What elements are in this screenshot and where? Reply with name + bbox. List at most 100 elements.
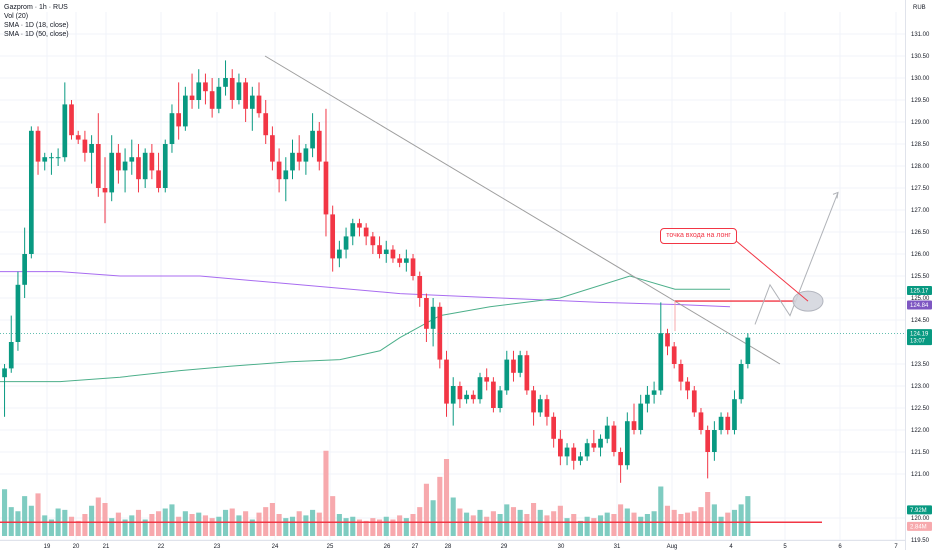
candle-body-110 xyxy=(738,364,744,400)
volume-bar-11 xyxy=(75,520,81,536)
candle-body-50 xyxy=(337,249,342,259)
entry-point-note[interactable]: точка входа на лонг xyxy=(660,228,737,244)
candle-body-35 xyxy=(236,82,242,100)
candle-body-103 xyxy=(691,390,697,413)
volume-bar-75 xyxy=(504,504,510,536)
candle-body-5 xyxy=(35,130,41,162)
candle-body-49 xyxy=(330,214,336,259)
candle-body-0 xyxy=(2,368,7,378)
candle-body-26 xyxy=(176,113,182,127)
candle-body-24 xyxy=(162,144,168,188)
candle-body-99 xyxy=(665,333,670,347)
candle-body-30 xyxy=(203,82,208,92)
volume-bar-17 xyxy=(115,512,121,536)
candle-body-41 xyxy=(276,161,282,180)
volume-bar-28 xyxy=(189,514,195,536)
candle-body-17 xyxy=(116,152,121,171)
volume-bar-73 xyxy=(490,511,496,536)
candle-body-63 xyxy=(424,298,429,329)
candle-body-66 xyxy=(444,359,449,404)
volume-bar-6 xyxy=(42,515,48,536)
volume-bar-5 xyxy=(35,493,41,536)
candle-body-59 xyxy=(397,258,402,263)
volume-bar-74 xyxy=(497,514,503,536)
candle-body-34 xyxy=(229,78,235,100)
volume-bar-52 xyxy=(350,516,356,536)
price-badge-label-2: 124.19 xyxy=(910,332,929,338)
candle-body-16 xyxy=(109,152,115,193)
volume-bar-12 xyxy=(82,514,88,536)
volume-bar-50 xyxy=(336,514,342,536)
candle-body-107 xyxy=(718,416,724,430)
candle-body-65 xyxy=(437,306,443,360)
y-tick-label-4: 129.00 xyxy=(911,120,930,126)
y-tick-label-15: 123.00 xyxy=(911,384,930,390)
volume-bar-15 xyxy=(102,503,108,536)
volume-bar-82 xyxy=(551,511,557,536)
y-tick-label-11: 125.50 xyxy=(911,274,930,280)
volume-bar-85 xyxy=(571,514,577,536)
price-badge-1 xyxy=(907,300,932,310)
candle-body-48 xyxy=(323,161,329,215)
volume-bar-51 xyxy=(343,518,349,536)
y-tick-label-2: 130.00 xyxy=(911,76,930,82)
x-tick-label-12: 31 xyxy=(614,544,621,550)
y-tick-label-5: 128.50 xyxy=(911,142,930,148)
projection-arrowhead xyxy=(832,191,839,199)
candle-body-81 xyxy=(544,399,550,417)
x-tick-label-8: 27 xyxy=(412,544,419,550)
volume-bar-65 xyxy=(437,476,443,536)
y-tick-label-7: 127.50 xyxy=(911,186,930,192)
y-tick-label-9: 126.50 xyxy=(911,230,930,236)
candle-body-94 xyxy=(631,421,637,430)
symbol-label[interactable]: Gazprom · 1h · RUS xyxy=(4,4,68,11)
x-tick-label-3: 22 xyxy=(158,544,165,550)
x-tick-label-5: 24 xyxy=(272,544,279,550)
volume-bar-79 xyxy=(531,503,537,536)
sma18-indicator-label[interactable]: SMA · 1D (18, close) xyxy=(4,22,69,29)
candle-body-56 xyxy=(377,245,382,254)
candle-body-105 xyxy=(705,430,711,452)
volume-bar-110 xyxy=(738,504,744,536)
price-badge-label-1: 124.84 xyxy=(910,303,929,309)
candle-body-9 xyxy=(62,104,68,158)
volume-bar-45 xyxy=(303,515,309,536)
volume-bar-13 xyxy=(89,505,95,536)
candle-body-52 xyxy=(350,223,356,237)
x-tick-label-2: 21 xyxy=(103,544,110,550)
candle-body-39 xyxy=(263,113,269,136)
volume-bar-30 xyxy=(202,515,208,536)
x-tick-label-0: 19 xyxy=(44,544,51,550)
volume-bar-44 xyxy=(296,511,302,536)
volume-indicator-label[interactable]: Vol (20) xyxy=(4,13,29,20)
candle-body-106 xyxy=(712,430,717,452)
volume-bar-35 xyxy=(236,515,242,536)
volume-bar-92 xyxy=(618,504,624,536)
candle-body-10 xyxy=(69,104,74,136)
volume-bar-27 xyxy=(182,511,188,536)
volume-bar-87 xyxy=(584,516,590,536)
candle-body-40 xyxy=(270,135,275,162)
candle-body-97 xyxy=(651,390,657,395)
volume-bar-99 xyxy=(664,505,671,536)
candle-body-111 xyxy=(745,337,751,364)
price-badge-time-2: 13:07 xyxy=(910,339,926,345)
candle-body-80 xyxy=(537,399,543,413)
sma50-indicator-label[interactable]: SMA · 1D (50, close) xyxy=(4,31,69,38)
volume-bar-103 xyxy=(691,511,697,536)
volume-bar-111 xyxy=(745,496,751,536)
candle-body-54 xyxy=(363,227,369,237)
candle-body-86 xyxy=(578,456,583,461)
volume-bar-21 xyxy=(142,519,148,536)
y-tick-label-3: 129.50 xyxy=(911,98,930,104)
volume-bar-102 xyxy=(685,512,691,536)
volume-bar-26 xyxy=(176,516,182,536)
candle-body-29 xyxy=(196,82,202,100)
projection-path xyxy=(754,192,839,325)
volume-badge-0 xyxy=(907,505,932,515)
y-tick-label-17: 122.00 xyxy=(911,428,930,434)
volume-bar-108 xyxy=(725,512,731,536)
candle-body-71 xyxy=(477,377,483,400)
candle-body-3 xyxy=(22,254,27,285)
